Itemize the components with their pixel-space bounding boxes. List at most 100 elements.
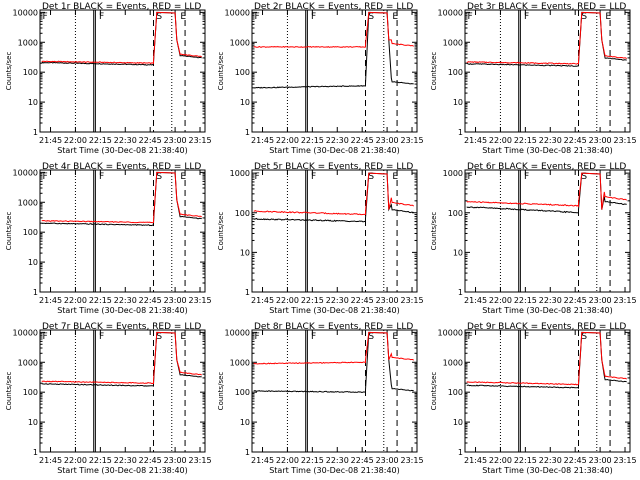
x-axis-label: Start Time (30-Dec-08 21:38:40)	[482, 306, 613, 315]
y-tick-label: 1	[245, 448, 250, 457]
x-tick-label: 23:15	[188, 136, 211, 145]
series-line-lld	[253, 172, 415, 216]
y-tick-label: 1	[458, 288, 463, 297]
y-axis-label: Counts/sec	[5, 212, 13, 251]
x-tick-label: 22:15	[514, 296, 537, 305]
x-tick-label: 22:00	[64, 136, 87, 145]
y-tick-label: 10000	[13, 328, 38, 337]
region-label: E	[605, 172, 611, 182]
x-tick-label: 22:00	[64, 296, 87, 305]
y-tick-label: 10000	[438, 8, 463, 17]
region-label: S	[581, 172, 587, 182]
x-tick-label: 22:30	[114, 456, 137, 465]
x-tick-label: 22:00	[276, 136, 299, 145]
region-label: F	[43, 172, 48, 182]
plot-frame	[464, 169, 631, 293]
y-axis-label: Counts/sec	[430, 372, 438, 411]
x-tick-label: 22:30	[326, 136, 349, 145]
region-label: E	[392, 332, 398, 342]
y-axis-label: Counts/sec	[5, 372, 13, 411]
y-tick-label: 10000	[438, 328, 463, 337]
region-label: E	[180, 12, 186, 22]
chart-title: Det 1r BLACK = Events, RED = LLD	[42, 2, 201, 12]
series-line-events	[466, 11, 627, 67]
plot-frame	[464, 329, 631, 453]
y-tick-label: 100	[448, 388, 463, 397]
chart-title: Det 3r BLACK = Events, RED = LLD	[467, 2, 626, 12]
x-tick-label: 23:00	[164, 456, 187, 465]
x-tick-label: 22:30	[539, 456, 562, 465]
y-tick-label: 1	[245, 128, 250, 137]
region-label: F	[468, 332, 473, 342]
x-tick-label: 22:45	[351, 136, 374, 145]
x-tick-label: 22:00	[489, 456, 512, 465]
x-tick-label: 22:30	[326, 296, 349, 305]
x-tick-label: 23:00	[376, 136, 399, 145]
x-tick-label: 22:45	[564, 136, 587, 145]
region-label: E	[605, 332, 611, 342]
chart-panel-1: Det 1r BLACK = Events, RED = LLD 1 10 100 10…	[5, 2, 212, 155]
x-tick-label: 22:15	[89, 296, 112, 305]
y-tick-label: 10	[453, 418, 463, 427]
x-tick-label: 21:45	[251, 456, 274, 465]
y-tick-label: 100	[235, 388, 250, 397]
series-line-lld	[41, 11, 202, 65]
chart-panel-7: Det 7r BLACK = Events, RED = LLD 1 10 100 10…	[5, 322, 212, 475]
region-label: E	[392, 12, 398, 22]
y-tick-label: 10000	[13, 8, 38, 17]
region-label: F	[524, 172, 529, 182]
x-tick-label: 22:45	[564, 296, 587, 305]
chart-panel-8: Det 8r BLACK = Events, RED = LLD 1 10 100 10…	[217, 322, 424, 475]
x-axis-label: Start Time (30-Dec-08 21:38:40)	[269, 146, 400, 155]
region-label: S	[368, 332, 374, 342]
x-axis-label: Start Time (30-Dec-08 21:38:40)	[482, 466, 613, 475]
y-tick-label: 100	[23, 68, 38, 77]
y-tick-label: 10000	[225, 328, 250, 337]
region-label: F	[524, 332, 529, 342]
region-label: E	[392, 172, 398, 182]
y-tick-label: 100	[235, 209, 250, 218]
x-tick-label: 23:00	[164, 136, 187, 145]
y-tick-label: 10000	[225, 8, 250, 17]
series-line-lld	[253, 11, 414, 48]
x-tick-label: 23:00	[589, 136, 612, 145]
region-label: F	[99, 172, 104, 182]
chart-panel-2: Det 2r BLACK = Events, RED = LLD 1 10 100 10…	[217, 2, 424, 155]
x-tick-label: 22:00	[276, 296, 299, 305]
y-tick-label: 100	[23, 388, 38, 397]
y-tick-label: 10	[28, 418, 38, 427]
series-line-lld	[466, 172, 628, 210]
x-tick-label: 23:00	[164, 296, 187, 305]
region-label: S	[368, 172, 374, 182]
x-tick-label: 22:15	[301, 296, 324, 305]
chart-panel-6: Det 6r BLACK = Events, RED = LLD 1 10 100 10…	[430, 162, 637, 315]
series-line-events	[253, 11, 414, 89]
x-tick-label: 22:30	[539, 296, 562, 305]
plot-frame	[251, 169, 418, 293]
x-tick-label: 22:15	[514, 136, 537, 145]
region-label: F	[43, 12, 48, 22]
chart-title: Det 5r BLACK = Events, RED = LLD	[254, 162, 413, 172]
x-tick-label: 23:00	[376, 296, 399, 305]
region-label: E	[180, 332, 186, 342]
region-label: E	[605, 12, 611, 22]
series-line-lld	[253, 331, 414, 365]
region-label: S	[156, 172, 162, 182]
y-tick-label: 1000	[230, 169, 250, 178]
chart-panel-9: Det 9r BLACK = Events, RED = LLD 1 10 100 10…	[430, 322, 637, 475]
y-tick-label: 1000	[443, 358, 463, 367]
x-tick-label: 22:15	[89, 456, 112, 465]
y-tick-label: 1000	[18, 38, 38, 47]
y-tick-label: 10	[240, 98, 250, 107]
y-tick-label: 100	[448, 209, 463, 218]
x-tick-label: 21:45	[464, 296, 487, 305]
y-tick-label: 10000	[13, 168, 38, 177]
chart-title: Det 4r BLACK = Events, RED = LLD	[42, 162, 201, 172]
region-label: S	[581, 332, 587, 342]
x-tick-label: 22:45	[139, 136, 162, 145]
x-axis-label: Start Time (30-Dec-08 21:38:40)	[57, 466, 188, 475]
x-tick-label: 22:00	[489, 296, 512, 305]
y-tick-label: 10	[28, 98, 38, 107]
x-tick-label: 22:30	[539, 136, 562, 145]
